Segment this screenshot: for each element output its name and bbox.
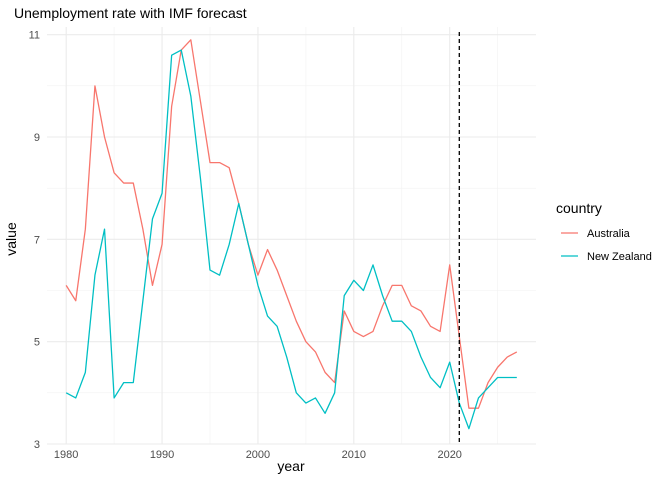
y-tick-label: 5 — [34, 337, 40, 349]
legend-label-australia: Australia — [587, 228, 631, 240]
y-tick-label: 9 — [34, 132, 40, 144]
x-tick-label: 2000 — [246, 449, 270, 461]
chart-title: Unemployment rate with IMF forecast — [14, 5, 247, 21]
y-tick-label: 11 — [29, 30, 40, 42]
y-axis-title: value — [3, 222, 19, 256]
x-tick-label: 2010 — [342, 449, 366, 461]
legend: country Australia New Zealand — [556, 200, 652, 263]
x-tick-label: 1980 — [54, 449, 78, 461]
legend-label-new-zealand: New Zealand — [587, 251, 652, 263]
x-tick-label: 2020 — [437, 449, 461, 461]
series-line-australia — [65, 39, 518, 409]
y-tick-label: 7 — [34, 234, 40, 246]
x-tick-label: 1990 — [150, 449, 174, 461]
legend-title: country — [556, 200, 602, 216]
y-tick-label: 3 — [34, 439, 40, 451]
series-line-new-zealand — [65, 49, 517, 430]
x-axis-title: year — [277, 458, 305, 474]
